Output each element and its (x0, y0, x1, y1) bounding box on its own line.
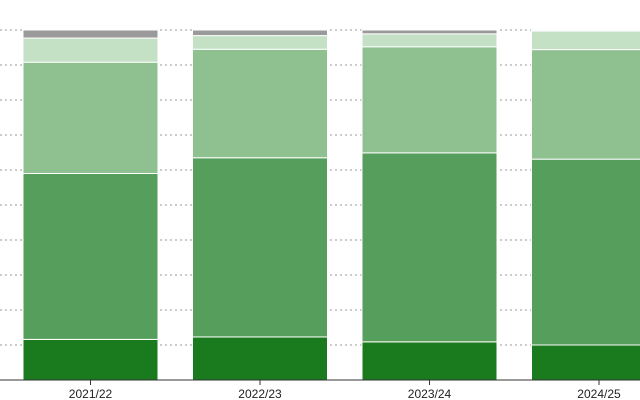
bar-stacks (22, 29, 640, 381)
bar-segment (361, 29, 498, 35)
bar-segment (361, 46, 498, 154)
bar-segment (531, 49, 640, 160)
x-axis-tick-labels: 2021/22 2022/23 2023/24 2024/25 (69, 387, 621, 400)
bar-segment (361, 33, 498, 48)
bar-segment (531, 30, 640, 51)
x-axis-ticks (90, 380, 600, 385)
bar-segment (192, 29, 328, 37)
x-tick-label: 2022/23 (238, 387, 282, 400)
x-tick-label: 2023/24 (408, 387, 452, 400)
bar-segment (192, 48, 328, 159)
bar-segment (361, 152, 498, 343)
bar-segment (22, 173, 159, 340)
bar-segment (192, 157, 328, 338)
bar-segment (361, 341, 498, 381)
bar-segment (192, 336, 328, 381)
bar-segment (192, 35, 328, 50)
bar-segment (22, 338, 159, 381)
bar-segment (22, 29, 159, 39)
x-tick-label: 2024/25 (577, 387, 621, 400)
bar-segment (22, 37, 159, 63)
x-tick-label: 2021/22 (69, 387, 113, 400)
bar-segment (531, 29, 640, 32)
bar-segment (531, 344, 640, 381)
bar-segment (22, 61, 159, 175)
bar-segment (531, 158, 640, 346)
